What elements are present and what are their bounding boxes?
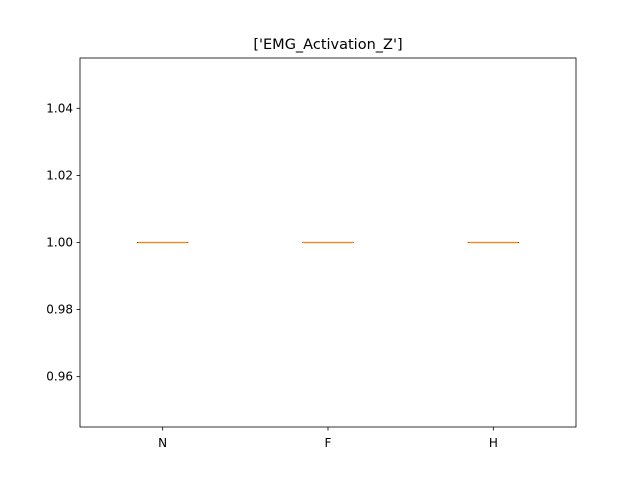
y-tick-label: 1.00 — [46, 236, 73, 250]
x-tick-label: H — [489, 436, 498, 450]
plot-frame — [79, 57, 577, 428]
y-tick-label: 1.02 — [46, 168, 73, 182]
x-tick-label: N — [158, 436, 167, 450]
y-axis-ticks: 0.96 0.98 1.00 1.02 1.04 — [46, 101, 80, 384]
chart-title: ['EMG_Activation_Z'] — [253, 37, 402, 53]
y-tick-label: 1.04 — [46, 101, 73, 115]
x-tick-label: F — [325, 436, 332, 450]
y-tick-label: 0.98 — [46, 303, 73, 317]
y-tick-label: 0.96 — [46, 370, 73, 384]
